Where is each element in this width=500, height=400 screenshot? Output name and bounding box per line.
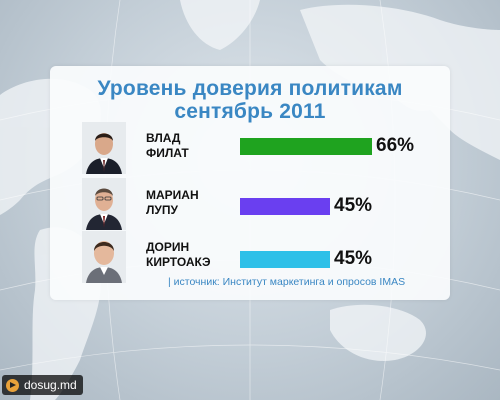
chart-title: Уровень доверия политикам xyxy=(97,77,403,100)
name-first: ВЛАД xyxy=(146,131,181,145)
bar xyxy=(240,138,372,155)
name-first: ДОРИН xyxy=(146,240,190,254)
politician-row: ДОРИН КИРТОАКЭ 45% xyxy=(50,229,450,285)
data-label: 45% xyxy=(334,195,373,216)
name-last: ЛУПУ xyxy=(146,203,178,217)
avatar xyxy=(82,178,126,230)
data-label: 45% xyxy=(334,248,373,269)
politician-name: ВЛАД ФИЛАТ xyxy=(146,131,189,161)
play-icon xyxy=(6,378,19,392)
avatar xyxy=(82,231,126,283)
chart-subtitle: сентябрь 2011 xyxy=(174,100,326,123)
name-last: КИРТОАКЭ xyxy=(146,255,211,269)
chart-card: Уровень доверия политикам сентябрь 2011 … xyxy=(50,66,450,300)
watermark-logo: dosug.md xyxy=(2,375,83,395)
politician-name: МАРИАН ЛУПУ xyxy=(146,188,199,218)
name-last: ФИЛАТ xyxy=(146,146,189,160)
source-note: | источник: Институт маркетинга и опросо… xyxy=(168,276,406,288)
bar xyxy=(240,251,330,268)
bar xyxy=(240,198,330,215)
watermark-text: dosug.md xyxy=(24,378,77,392)
name-first: МАРИАН xyxy=(146,188,199,202)
politician-row: МАРИАН ЛУПУ 45% xyxy=(50,176,450,232)
data-label: 66% xyxy=(376,135,415,156)
avatar xyxy=(82,122,126,174)
politician-row: ВЛАД ФИЛАТ 66% xyxy=(50,120,450,176)
politician-name: ДОРИН КИРТОАКЭ xyxy=(146,240,211,270)
